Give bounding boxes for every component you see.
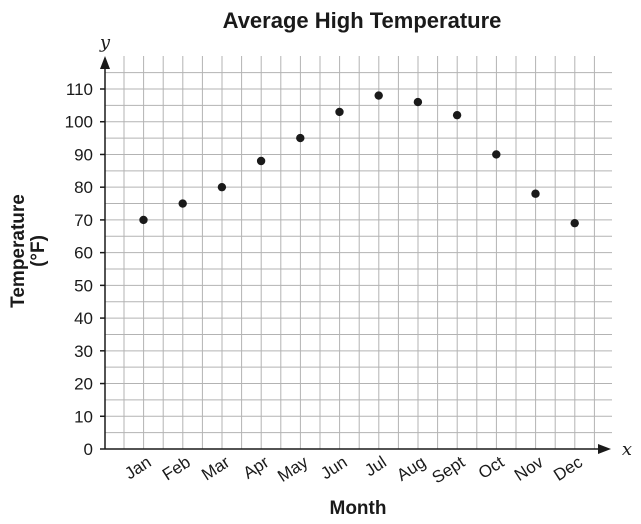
y-tick-label: 20 (74, 375, 93, 394)
x-tick-label: Aug (393, 452, 429, 484)
y-tick-label: 110 (66, 80, 93, 99)
y-tick-label: 40 (74, 309, 93, 328)
y-tick-label: 10 (74, 407, 93, 426)
data-point (256, 156, 266, 166)
data-point (296, 133, 305, 143)
data-point (139, 215, 148, 225)
y-tick-label: 0 (84, 440, 93, 459)
y-axis-label-line-2: (°F) (28, 235, 49, 267)
data-point (570, 218, 579, 228)
y-tick-label: 60 (74, 244, 93, 263)
x-tick-label: Feb (159, 452, 194, 484)
x-tick-label: Dec (550, 452, 586, 485)
data-point (374, 91, 383, 100)
x-tick-label: Apr (240, 452, 273, 483)
y-tick-labels: 0 10 20 30 40 50 60 70 80 90 100 110 (65, 80, 93, 459)
y-variable-label: y (99, 32, 111, 53)
data-points (139, 91, 579, 228)
chart-title: Average High Temperature (223, 8, 502, 33)
data-point (452, 110, 462, 120)
x-tick-label: Jan (121, 452, 154, 483)
y-tick-label: 90 (74, 145, 93, 164)
y-axis-arrow (100, 56, 110, 69)
x-tick-label: Mar (198, 452, 233, 484)
data-point (492, 150, 501, 159)
y-tick-label: 50 (74, 276, 93, 295)
grid (105, 56, 612, 449)
x-tick-label: Jun (317, 452, 350, 483)
x-tick-label: May (274, 452, 312, 486)
x-tick-label: Jul (361, 452, 390, 480)
y-tick-label: 30 (74, 342, 93, 361)
data-point (531, 189, 540, 198)
x-tick-label: Nov (511, 452, 547, 485)
data-point (413, 97, 423, 107)
data-point (217, 182, 227, 192)
y-tick-label: 80 (74, 178, 93, 197)
x-tick-label: Oct (475, 452, 508, 482)
y-tick-label: 100 (65, 113, 93, 132)
y-tick-label: 70 (74, 211, 93, 230)
data-point (335, 107, 344, 117)
x-tick-labels: Jan Feb Mar Apr May Jun Jul Aug Sept Oct Nov Dec (121, 452, 586, 487)
y-axis-label-line-1: Temperature (8, 194, 29, 308)
axes (100, 56, 611, 454)
x-variable-label: x (622, 439, 632, 460)
x-tick-label: Sept (429, 452, 469, 487)
data-point (178, 199, 187, 208)
x-axis-label: Month (330, 498, 387, 519)
x-axis-arrow (598, 444, 611, 454)
